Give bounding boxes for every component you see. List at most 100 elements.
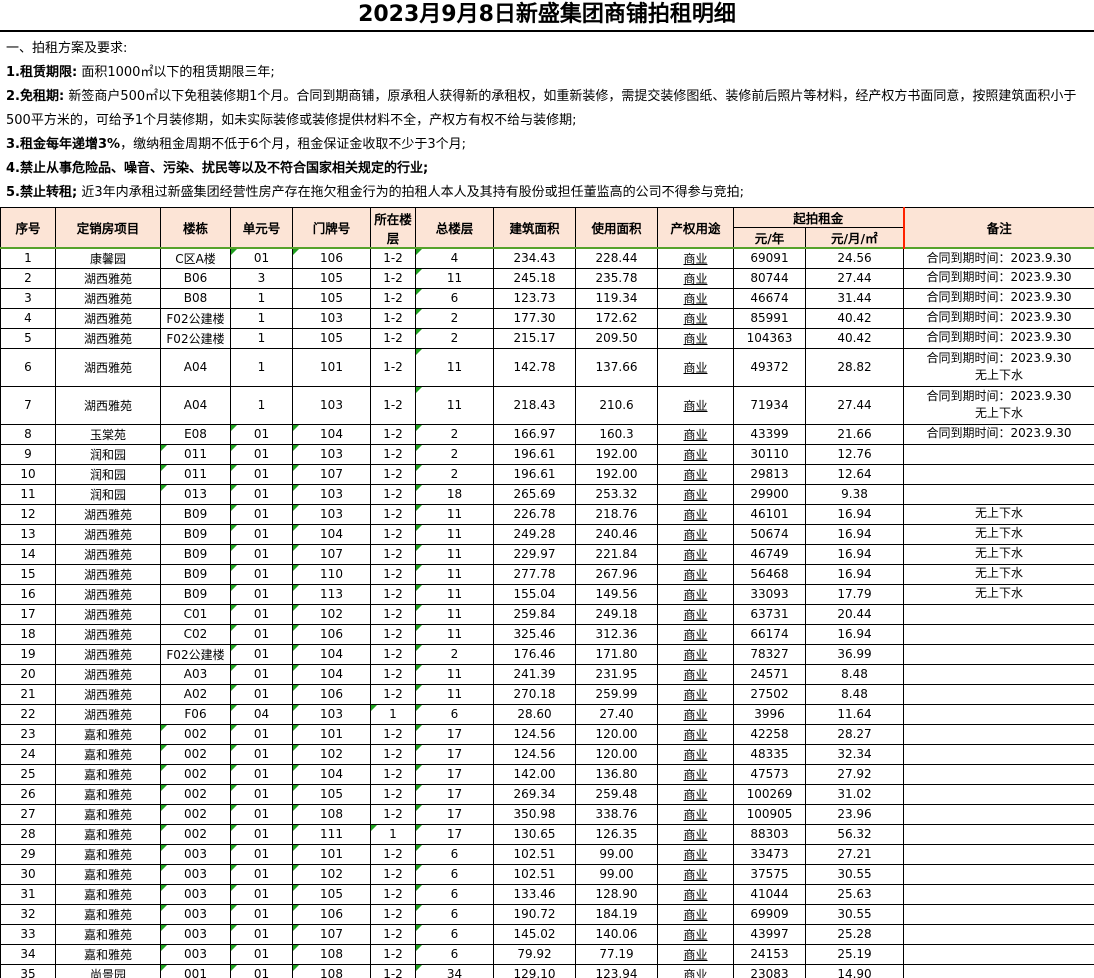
cell-door[interactable]: 102 (292, 863, 371, 885)
cell-building[interactable]: F02公建楼 (160, 643, 231, 665)
cell-unit[interactable]: 01 (230, 663, 293, 685)
cell-project[interactable]: 嘉和雅苑 (55, 923, 161, 945)
cell-rent-year[interactable]: 43997 (733, 923, 806, 945)
cell-use-area[interactable]: 99.00 (575, 843, 658, 865)
cell-floor[interactable]: 1-2 (370, 423, 416, 445)
cell-seq[interactable]: 15 (0, 563, 56, 585)
cell-build-area[interactable]: 241.39 (493, 663, 576, 685)
cell-use-area[interactable]: 259.48 (575, 783, 658, 805)
cell-seq[interactable]: 9 (0, 443, 56, 465)
cell-usage[interactable]: 商业 (657, 663, 734, 685)
cell-usage[interactable]: 商业 (657, 543, 734, 565)
cell-building[interactable]: A02 (160, 683, 231, 705)
cell-project[interactable]: 嘉和雅苑 (55, 743, 161, 765)
cell-building[interactable]: A04 (160, 385, 231, 425)
cell-building[interactable]: 003 (160, 883, 231, 905)
cell-rent-year[interactable]: 23083 (733, 963, 806, 978)
cell-building[interactable]: 002 (160, 783, 231, 805)
cell-total-floors[interactable]: 2 (415, 327, 494, 349)
cell-seq[interactable]: 27 (0, 803, 56, 825)
cell-total-floors[interactable]: 11 (415, 543, 494, 565)
cell-total-floors[interactable]: 17 (415, 803, 494, 825)
cell-build-area[interactable]: 325.46 (493, 623, 576, 645)
cell-floor[interactable]: 1-2 (370, 923, 416, 945)
cell-unit[interactable]: 01 (230, 783, 293, 805)
cell-rent-year[interactable]: 30110 (733, 443, 806, 465)
cell-floor[interactable]: 1-2 (370, 543, 416, 565)
cell-building[interactable]: 003 (160, 843, 231, 865)
cell-unit[interactable]: 01 (230, 683, 293, 705)
cell-rent-month[interactable]: 56.32 (804, 823, 905, 845)
cell-remark[interactable]: 无上下水 (903, 543, 1094, 565)
cell-building[interactable]: 011 (160, 463, 231, 485)
cell-use-area[interactable]: 192.00 (575, 463, 658, 485)
cell-building[interactable]: 003 (160, 903, 231, 925)
cell-door[interactable]: 105 (292, 327, 371, 349)
cell-unit[interactable]: 1 (230, 347, 293, 387)
cell-rent-month[interactable]: 16.94 (804, 563, 905, 585)
cell-unit[interactable]: 1 (230, 385, 293, 425)
cell-building[interactable]: E08 (160, 423, 231, 445)
cell-remark[interactable]: 无上下水 (903, 563, 1094, 585)
cell-total-floors[interactable]: 18 (415, 483, 494, 505)
cell-remark[interactable]: 合同到期时间：2023.9.30 (903, 307, 1094, 329)
cell-total-floors[interactable]: 6 (415, 863, 494, 885)
cell-use-area[interactable]: 172.62 (575, 307, 658, 329)
cell-seq[interactable]: 21 (0, 683, 56, 705)
cell-floor[interactable]: 1-2 (370, 743, 416, 765)
cell-door[interactable]: 106 (292, 623, 371, 645)
cell-build-area[interactable]: 265.69 (493, 483, 576, 505)
cell-seq[interactable]: 28 (0, 823, 56, 845)
cell-total-floors[interactable]: 17 (415, 763, 494, 785)
cell-floor[interactable]: 1-2 (370, 503, 416, 525)
cell-remark[interactable] (903, 703, 1094, 725)
cell-building[interactable]: 001 (160, 963, 231, 978)
cell-door[interactable]: 108 (292, 943, 371, 965)
cell-seq[interactable]: 19 (0, 643, 56, 665)
cell-rent-year[interactable]: 41044 (733, 883, 806, 905)
cell-project[interactable]: 嘉和雅苑 (55, 763, 161, 785)
cell-rent-month[interactable]: 27.92 (804, 763, 905, 785)
cell-rent-year[interactable]: 69909 (733, 903, 806, 925)
cell-remark[interactable] (903, 663, 1094, 685)
cell-usage[interactable]: 商业 (657, 863, 734, 885)
cell-build-area[interactable]: 218.43 (493, 385, 576, 425)
cell-usage[interactable]: 商业 (657, 463, 734, 485)
cell-floor[interactable]: 1-2 (370, 483, 416, 505)
cell-use-area[interactable]: 99.00 (575, 863, 658, 885)
cell-door[interactable]: 108 (292, 803, 371, 825)
cell-usage[interactable]: 商业 (657, 643, 734, 665)
cell-unit[interactable]: 01 (230, 943, 293, 965)
cell-total-floors[interactable]: 34 (415, 963, 494, 978)
col-header-door[interactable]: 门牌号 (292, 207, 371, 249)
cell-floor[interactable]: 1-2 (370, 287, 416, 309)
cell-use-area[interactable]: 140.06 (575, 923, 658, 945)
cell-build-area[interactable]: 196.61 (493, 443, 576, 465)
cell-build-area[interactable]: 142.00 (493, 763, 576, 785)
cell-project[interactable]: 嘉和雅苑 (55, 883, 161, 905)
cell-usage[interactable]: 商业 (657, 483, 734, 505)
cell-rent-month[interactable]: 27.21 (804, 843, 905, 865)
cell-seq[interactable]: 6 (0, 347, 56, 387)
cell-building[interactable]: C01 (160, 603, 231, 625)
cell-seq[interactable]: 26 (0, 783, 56, 805)
cell-build-area[interactable]: 145.02 (493, 923, 576, 945)
cell-rent-year[interactable]: 46101 (733, 503, 806, 525)
cell-remark[interactable] (903, 683, 1094, 705)
cell-remark[interactable]: 合同到期时间：2023.9.30 (903, 327, 1094, 349)
cell-building[interactable]: B06 (160, 267, 231, 289)
col-header-usage[interactable]: 产权用途 (657, 207, 734, 249)
cell-rent-year[interactable]: 48335 (733, 743, 806, 765)
cell-build-area[interactable]: 269.34 (493, 783, 576, 805)
cell-total-floors[interactable]: 2 (415, 643, 494, 665)
cell-door[interactable]: 113 (292, 583, 371, 605)
cell-rent-month[interactable]: 27.44 (804, 385, 905, 425)
cell-rent-year[interactable]: 80744 (733, 267, 806, 289)
cell-rent-month[interactable]: 17.79 (804, 583, 905, 605)
cell-use-area[interactable]: 240.46 (575, 523, 658, 545)
cell-project[interactable]: 玉棠苑 (55, 423, 161, 445)
cell-seq[interactable]: 3 (0, 287, 56, 309)
cell-unit[interactable]: 01 (230, 603, 293, 625)
cell-total-floors[interactable]: 11 (415, 347, 494, 387)
cell-door[interactable]: 107 (292, 543, 371, 565)
